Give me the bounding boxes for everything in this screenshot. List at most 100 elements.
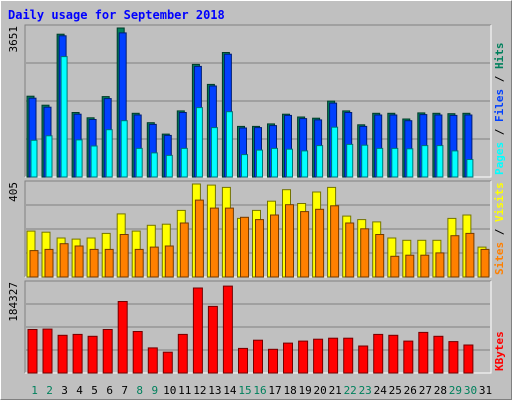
bar-kbytes [373,333,384,374]
bar-sites [179,222,189,278]
x-tick-label: 10 [163,384,176,397]
bar-kbytes [403,340,414,374]
bar-kbytes [207,305,218,374]
x-tick-label: 4 [76,384,83,397]
bar-sites [240,216,249,278]
x-tick-label: 17 [268,384,281,397]
bar-pages [241,154,248,178]
panel-shade [24,24,491,177]
bar-pages [225,111,233,178]
bar-kbytes [433,335,444,374]
panel-shade [24,280,491,373]
x-tick-label: 15 [238,384,251,397]
y-max-label: 405 [7,182,20,202]
bar-sites [420,254,430,278]
bar-pages [436,145,444,178]
x-tick-label: 29 [449,384,462,397]
bar-sites [224,207,234,278]
bar-pages [90,145,98,178]
x-tick-label: 9 [151,384,158,397]
x-tick-label: 3 [61,384,68,397]
x-tick-label: 6 [106,384,113,397]
x-axis-labels: 1 2 3 4 5 6 7 8 9 10 11 12 13 14 15 16 17 18 19 20 21 22 23 24 2… [31,384,492,397]
x-tick-label: 24 [374,384,388,397]
x-tick-label: 26 [404,384,417,397]
bar-sites [465,232,475,278]
legend-separator: / [493,69,506,89]
bar-pages [180,147,188,178]
bar-sites [209,207,219,278]
bar-sites [149,246,159,278]
bar-kbytes [102,329,113,374]
bar-kbytes [358,345,369,374]
panel-shade [24,180,491,277]
bar-pages [210,127,218,178]
x-tick-label: 25 [389,384,402,397]
legend-item: KBytes [493,331,506,371]
bar-pages [150,152,158,178]
bar-kbytes [132,331,143,374]
bar-pages [376,147,384,178]
x-tick-label: 31 [479,384,492,397]
x-tick-label: 23 [359,384,372,397]
bar-pages [316,145,324,178]
bar-sites [194,199,204,278]
x-tick-label: 8 [136,384,143,397]
x-tick-label: 16 [253,384,266,397]
x-tick-label: 30 [464,384,477,397]
x-tick-label: 14 [223,384,237,397]
bar-sites [345,222,355,278]
bar-kbytes [343,337,354,374]
legend-hits_files_pages: Pages / Files / Hits [493,43,506,176]
bar-sites [134,248,144,278]
legends: Pages / Files / Hits Sites / Visits KBytes [493,43,506,372]
bar-sites [59,243,69,278]
legend-visits_sites: Sites / Visits [493,182,506,275]
x-tick-label: 19 [298,384,311,397]
bar-pages [75,139,83,178]
bar-sites [270,214,279,278]
bar-pages [466,159,474,178]
bar-pages [271,147,278,178]
bar-kbytes [463,344,474,374]
bar-kbytes [388,334,399,374]
bar-pages [30,139,38,178]
bar-pages [301,150,309,178]
y-max-label: 184327 [7,282,20,322]
legend-kbytes: KBytes [493,331,506,371]
legend-separator: / [493,122,506,142]
y-axis-labels: 3651 405 184327 [7,26,20,322]
bar-kbytes [27,329,38,374]
x-tick-label: 11 [178,384,191,397]
bar-kbytes [298,340,309,374]
bar-kbytes [42,328,53,374]
bar-pages [165,154,173,178]
x-tick-label: 22 [344,384,357,397]
bar-kbytes [283,342,293,374]
x-tick-label: 27 [419,384,432,397]
bar-sites [300,211,310,278]
bar-pages [391,147,399,178]
bar-sites [480,248,490,278]
bar-pages [406,148,414,178]
chart-marks [26,27,490,374]
bar-sites [315,208,325,278]
bar-kbytes [222,285,233,374]
bar-sites [119,234,129,278]
bar-kbytes [117,301,128,374]
x-tick-label: 12 [193,384,206,397]
bar-kbytes [162,351,173,374]
bar-kbytes [448,341,459,374]
bar-kbytes [177,333,188,374]
chart-title: Daily usage for September 2018 [8,8,225,22]
x-tick-label: 20 [313,384,326,397]
x-tick-label: 13 [208,384,221,397]
x-tick-label: 1 [31,384,38,397]
bar-pages [346,143,354,178]
bar-pages [195,107,203,178]
bar-pages [60,56,68,178]
bar-pages [135,147,143,178]
bar-kbytes [328,337,339,374]
bar-sites [390,255,400,278]
